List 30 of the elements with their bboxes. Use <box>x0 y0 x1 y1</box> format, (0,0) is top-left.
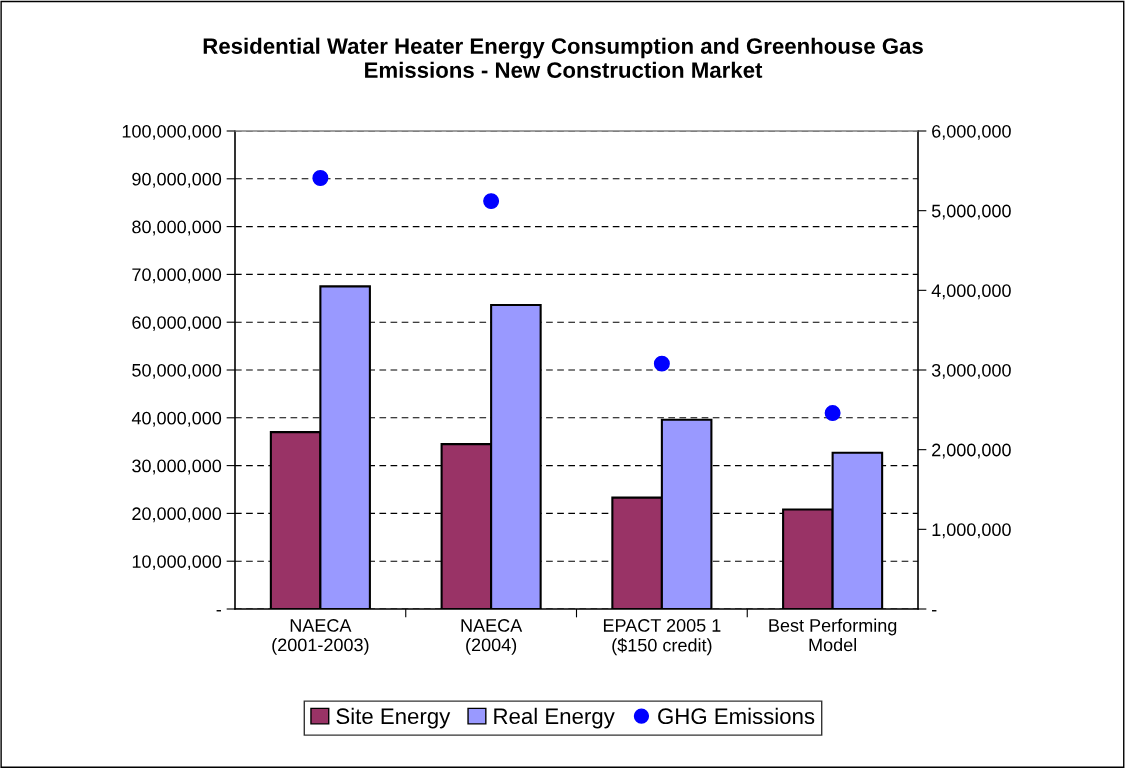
y2-tick-label: 2,000,000 <box>932 443 1011 459</box>
legend-label: Real Energy <box>494 707 615 729</box>
y-tick-label: - <box>216 610 221 612</box>
y2-tick-label: - <box>932 610 937 612</box>
y-tick-label: 100,000,000 <box>122 124 222 140</box>
legend-label: Site Energy <box>336 707 451 729</box>
y-tick-label: 10,000,000 <box>132 555 222 571</box>
x-tick-label: EPACT 2005 1 ($150 credit) <box>603 619 721 656</box>
y-tick-label: 20,000,000 <box>132 507 222 523</box>
y-tick-label: 90,000,000 <box>132 172 222 188</box>
point <box>824 405 841 421</box>
x-tick-label: NAECA (2004) <box>461 619 523 655</box>
y-tick-label: 30,000,000 <box>132 459 222 475</box>
point <box>483 193 500 210</box>
y2-tick-label: 6,000,000 <box>932 124 1011 140</box>
y2-tick-label: 3,000,000 <box>931 363 1011 379</box>
legend-label: GHG Emissions <box>658 707 815 725</box>
chart-title: Residential Water Heater Energy Consumption and Greenhouse Gas Emissions - New Construction Market <box>203 37 923 78</box>
y-tick-label: 60,000,000 <box>132 316 222 332</box>
y2-tick-label: 4,000,000 <box>931 284 1011 300</box>
y-tick-label: 40,000,000 <box>131 411 222 427</box>
point <box>312 170 329 186</box>
point <box>653 355 670 372</box>
x-tick-label: NAECA (2001-2003) <box>272 619 369 655</box>
y-tick-label: 80,000,000 <box>132 220 222 236</box>
y-tick-label: 70,000,000 <box>132 268 222 284</box>
y-tick-label: 50,000,000 <box>132 363 222 379</box>
y2-tick-label: 5,000,000 <box>931 204 1011 220</box>
x-tick-label: Best Performing Model <box>769 618 897 652</box>
y2-tick-label: 1,000,000 <box>932 523 1011 539</box>
